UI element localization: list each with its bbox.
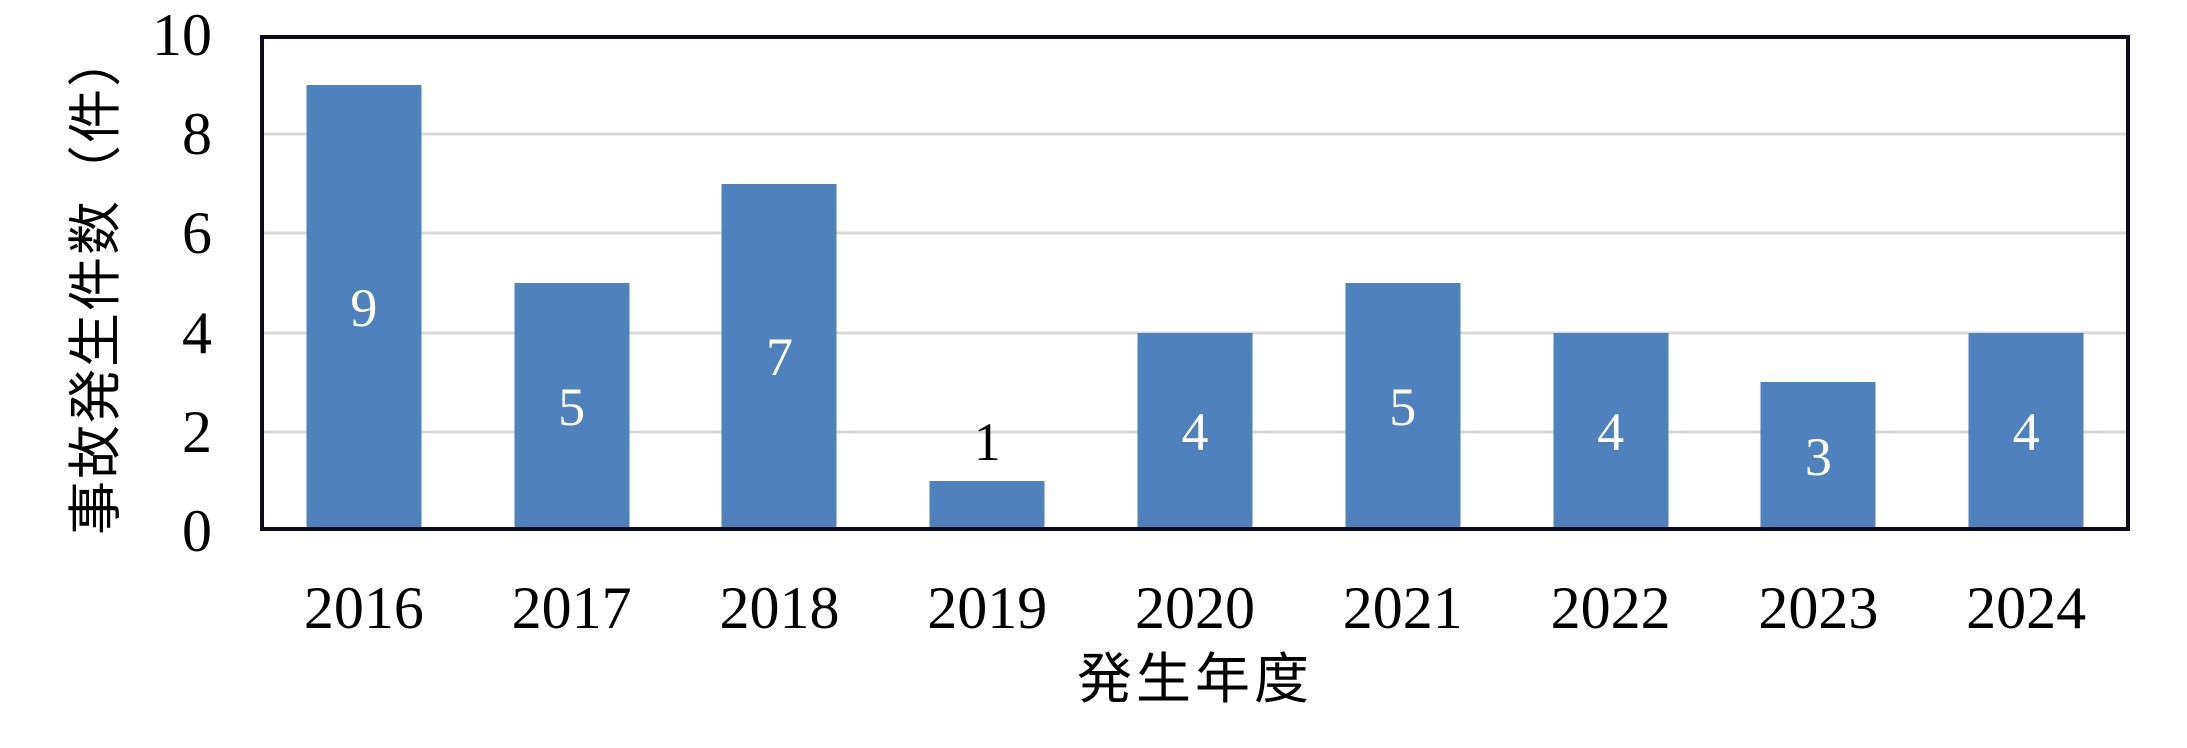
x-tick-2017: 2017	[511, 575, 632, 641]
bar-2016: 9	[306, 84, 422, 531]
x-tick-2020: 2020	[1135, 575, 1256, 641]
x-tick-2021: 2021	[1342, 575, 1463, 641]
bar-2020: 4	[1137, 332, 1253, 531]
bar-2024: 4	[1968, 332, 2084, 531]
bar-2022: 4	[1553, 332, 1669, 531]
data-label-2019: 1	[973, 412, 1001, 473]
bar-2018: 7	[721, 183, 837, 531]
y-tick-2: 2	[182, 398, 212, 465]
bar-slot-2018: 7	[676, 35, 884, 531]
y-axis-tick-labels: 0 2 4 6 8 10	[0, 5, 212, 561]
bar-slot-2016: 9	[260, 35, 468, 531]
bar-slot-2017: 5	[468, 35, 676, 531]
x-tick-2022: 2022	[1550, 575, 1671, 641]
x-tick-2016: 2016	[303, 575, 424, 641]
gridline-y-8	[260, 132, 2130, 136]
bar-2023: 3	[1760, 382, 1876, 531]
y-tick-0: 0	[182, 498, 212, 564]
bar-series: 9 5 7 1 4 5 4 3 4	[260, 35, 2130, 531]
data-label-2016: 9	[350, 277, 378, 338]
bar-2017: 5	[514, 283, 630, 531]
bar-slot-2024: 4	[1922, 35, 2130, 531]
data-label-2021: 5	[1389, 377, 1417, 437]
data-label-2024: 4	[2012, 401, 2040, 462]
x-axis-title: 発生年度	[1076, 649, 1313, 710]
bar-slot-2023: 3	[1714, 35, 1922, 531]
data-label-2023: 3	[1804, 426, 1832, 487]
data-label-2018: 7	[765, 327, 793, 388]
bar-slot-2020: 4	[1091, 35, 1299, 531]
data-label-2022: 4	[1597, 401, 1625, 462]
x-tick-2024: 2024	[1966, 575, 2087, 641]
plot-area: 9 5 7 1 4 5 4 3 4	[260, 35, 2130, 531]
bar-2021: 5	[1345, 283, 1461, 531]
x-tick-2019: 2019	[927, 575, 1048, 641]
x-tick-2018: 2018	[719, 575, 840, 641]
bar-slot-2022: 4	[1507, 35, 1715, 531]
gridline-y-6	[260, 231, 2130, 235]
gridline-y-4	[260, 331, 2130, 335]
y-tick-6: 6	[182, 200, 212, 267]
x-tick-2023: 2023	[1758, 575, 1879, 641]
y-tick-4: 4	[182, 299, 212, 366]
x-axis-tick-labels: 2016 2017 2018 2019 2020 2021 2022 2023 2024	[260, 578, 2130, 638]
y-tick-10: 10	[152, 2, 212, 68]
y-tick-8: 8	[182, 101, 212, 168]
data-label-2020: 4	[1181, 401, 1209, 462]
bar-slot-2021: 5	[1299, 35, 1507, 531]
bar-slot-2019: 1	[883, 35, 1091, 531]
data-label-2017: 5	[558, 377, 586, 437]
bar-2019: 1	[929, 415, 1045, 531]
